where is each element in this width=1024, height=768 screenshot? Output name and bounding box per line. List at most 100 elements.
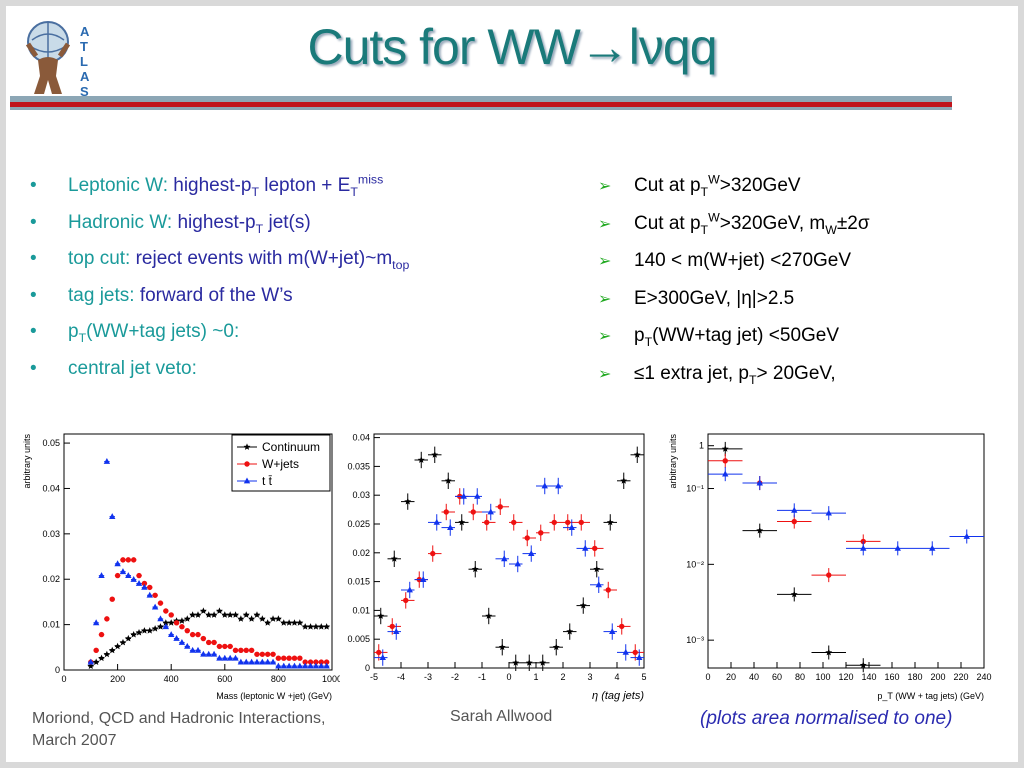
data-point (430, 550, 436, 557)
data-point (173, 635, 180, 641)
data-point (157, 623, 164, 630)
data-point (222, 643, 228, 650)
x-tick-label: 1 (533, 672, 538, 682)
data-point (443, 509, 449, 515)
data-point (120, 557, 126, 563)
y-tick-label: 0.05 (42, 438, 60, 448)
y-tick-label: 0.035 (347, 461, 370, 471)
y-tick-label: 0.02 (42, 574, 60, 584)
data-point (226, 611, 234, 618)
data-point (243, 658, 250, 665)
legend-label: Continuum (262, 440, 320, 454)
data-point (243, 647, 249, 654)
data-point (485, 612, 493, 619)
data-point (582, 544, 589, 551)
data-point (243, 443, 251, 450)
data-point (318, 659, 324, 665)
data-point (317, 623, 325, 630)
data-point (393, 628, 400, 634)
data-point (275, 662, 282, 669)
data-point (859, 661, 867, 669)
data-point (281, 655, 287, 661)
data-point (130, 576, 137, 582)
logo-letter: T (80, 39, 88, 54)
data-point (269, 615, 277, 622)
data-point (254, 651, 260, 657)
data-point (756, 479, 763, 486)
x-tick-label: 20 (726, 672, 736, 682)
x-axis-label: p_T (WW + tag jets) (GeV) (877, 691, 984, 701)
x-tick-label: 160 (884, 672, 899, 682)
logo-letter: A (80, 69, 90, 84)
data-point (471, 565, 479, 573)
data-point (232, 654, 239, 661)
data-point (253, 658, 261, 665)
x-tick-label: 400 (164, 674, 179, 684)
x-tick-label: 200 (930, 672, 945, 682)
data-point (286, 655, 292, 661)
data-point (264, 651, 271, 657)
data-point (253, 611, 261, 618)
data-point (194, 646, 202, 653)
y-tick-label: 0.03 (42, 529, 60, 539)
cut-list: ➢ Cut at pTW>320GeV ➢ Cut at pTW>320GeV, m… (598, 168, 1018, 393)
y-tick-label: 0.005 (347, 634, 370, 644)
data-point (285, 662, 293, 669)
data-point (790, 590, 798, 598)
data-point (894, 544, 901, 551)
data-point (119, 638, 127, 646)
data-point (307, 662, 314, 669)
data-point (307, 623, 314, 630)
data-point (511, 519, 517, 526)
data-point (227, 643, 233, 650)
legend-label: W+jets (262, 457, 299, 471)
y-tick-label: 1 (699, 441, 704, 451)
list-item: ➢ ≤1 extra jet, pT> 20GeV, (598, 356, 1018, 394)
data-point (501, 555, 508, 562)
data-point (497, 504, 503, 510)
data-point (216, 654, 223, 661)
data-point (417, 456, 425, 463)
x-tick-label: 240 (976, 672, 991, 682)
data-point (633, 451, 641, 458)
data-point (92, 619, 100, 626)
data-point (136, 572, 142, 579)
data-point (444, 477, 452, 484)
data-point (312, 623, 320, 630)
data-point (130, 557, 137, 563)
series-tt (708, 467, 984, 556)
data-point (609, 628, 616, 634)
data-point (291, 655, 298, 661)
y-axis-label: arbitrary units (22, 434, 32, 489)
data-point (269, 658, 277, 665)
data-point (296, 662, 304, 669)
data-point (114, 572, 121, 579)
data-point (114, 560, 121, 567)
data-point (433, 518, 440, 525)
data-point (313, 659, 319, 665)
x-tick-label: -3 (424, 672, 432, 682)
data-point (318, 662, 325, 669)
logo-letter: A (80, 24, 90, 39)
data-point (592, 545, 598, 552)
slide-title: Cuts for WW→lνqq (307, 19, 717, 75)
data-point (243, 477, 251, 484)
data-point (130, 631, 138, 638)
y-tick-label: 0 (365, 663, 370, 673)
data-point (87, 658, 94, 665)
data-point (259, 651, 266, 657)
y-tick-label: 0.04 (42, 483, 60, 493)
data-point (109, 513, 116, 519)
data-point (103, 458, 111, 464)
data-point (242, 611, 250, 618)
data-point (119, 568, 127, 575)
data-point (92, 658, 100, 665)
footer-conference: Moriond, QCD and Hadronic Interactions, M… (32, 710, 326, 749)
data-point (168, 612, 174, 618)
data-point (200, 650, 207, 657)
data-point (791, 518, 797, 525)
data-point (221, 611, 229, 618)
data-point (525, 659, 533, 666)
